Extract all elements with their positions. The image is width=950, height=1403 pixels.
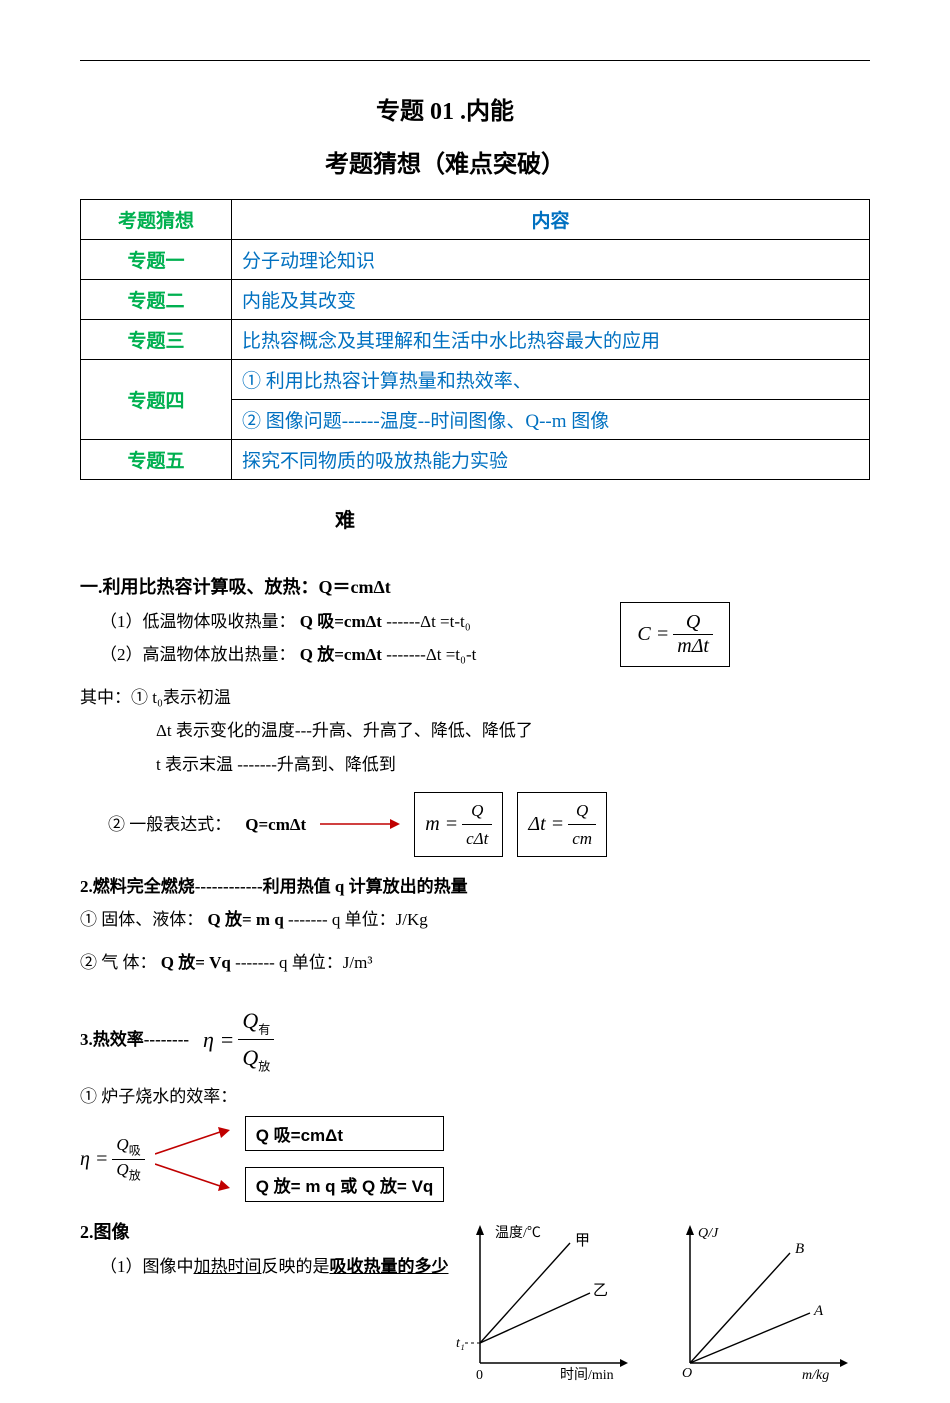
box2-num: Q xyxy=(462,797,492,825)
s2-line2: ② 气 体： Q 放= Vq ------- q 单位：J/m³ xyxy=(80,949,870,976)
svg-text:B: B xyxy=(795,1241,804,1257)
page-title: 专题 01 .内能 xyxy=(20,91,870,126)
row-content: 比热容概念及其理解和生活中水比热容最大的应用 xyxy=(242,331,660,352)
s2-line1: ① 固体、液体： Q 放= m q ------- q 单位：J/Kg xyxy=(80,906,870,933)
box-lhs: C = xyxy=(637,623,669,646)
s2-h-bold: 热值 q xyxy=(297,877,345,896)
s2-u2: ------- q 单位：J/m³ xyxy=(235,953,372,972)
eta-lhs: η = xyxy=(203,1022,234,1057)
svg-text:温度/℃: 温度/℃ xyxy=(495,1225,541,1241)
s3-heading-text: 3.热效率-------- xyxy=(80,1026,189,1053)
s4-l1-u1: 加热时间 xyxy=(194,1257,262,1276)
topic-table: 考题猜想 内容 专题一 分子动理论知识 专题二 内能及其改变 专题三 比热容概念… xyxy=(80,199,870,480)
s1-heading-text: 一.利用比热容计算吸、放热：Q＝cmΔt xyxy=(80,577,391,597)
box3-num: Q xyxy=(568,797,596,825)
box-num: Q xyxy=(673,611,713,635)
box-den: mΔt xyxy=(673,635,713,658)
row-content: 分子动理论知识 xyxy=(242,251,375,272)
s2-h-suffix: 计算放出的热量 xyxy=(344,877,467,896)
arrow-icon xyxy=(320,816,400,832)
s2-l2-label: ② 气 体： xyxy=(80,953,161,972)
s1-heading: 一.利用比热容计算吸、放热：Q＝cmΔt xyxy=(80,573,870,602)
chart-temp-time: 甲 乙 t₁ 0 温度/℃ 时间/min xyxy=(450,1223,630,1383)
s1-general-label: ② 一般表达式： xyxy=(108,811,231,838)
th-right: 内容 xyxy=(531,211,569,232)
s1-note2: Δt 表示变化的温度---升高、升高了、降低、降低了 xyxy=(80,717,870,744)
s1-general-formula: Q=cmΔt xyxy=(245,811,306,838)
svg-text:时间/min: 时间/min xyxy=(560,1367,614,1383)
svg-text:0: 0 xyxy=(476,1368,483,1383)
s4-l1-prefix: （1）图像中 xyxy=(100,1257,194,1276)
s2-u1: ------- q 单位：J/Kg xyxy=(288,910,428,929)
th-left: 考题猜想 xyxy=(118,211,194,232)
s1-general: ② 一般表达式： Q=cmΔt m = Q cΔt Δt = Q cm xyxy=(80,792,870,857)
s1-line1: （1）低温物体吸收热量： Q 吸=cmΔt ------Δt =t-t₀ xyxy=(80,608,870,635)
box3-den: cm xyxy=(568,825,596,852)
s3-eta-diagram: η = Q吸 Q放 Q 吸=cmΔt Q 放= m q 或 Q 放= Vq xyxy=(80,1116,870,1202)
s3-sub1: ① 炉子烧水的效率： xyxy=(80,1083,870,1110)
page-subtitle: 考题猜想（难点突破） xyxy=(20,144,870,179)
s1-l2-suffix: -------Δt =t₀-t xyxy=(386,645,476,664)
svg-text:t₁: t₁ xyxy=(456,1336,465,1351)
s1-line2: （2）高温物体放出热量： Q 放=cmΔt -------Δt =t₀-t xyxy=(80,641,870,668)
s2-f1: Q 放= m q xyxy=(208,910,284,929)
s2-heading: 2.燃料完全燃烧------------利用热值 q 计算放出的热量 xyxy=(80,873,870,900)
box-top: Q 吸=cmΔt xyxy=(245,1116,445,1151)
svg-text:O: O xyxy=(682,1366,692,1381)
main-formula-box: C = Q mΔt xyxy=(620,602,730,667)
row-topic: 专题一 xyxy=(127,251,184,272)
row-topic: 专题五 xyxy=(127,451,184,472)
s4-l1-mid: 反映的是 xyxy=(262,1257,330,1276)
chart-q-m: B A O Q/J m/kg xyxy=(670,1223,850,1383)
box-bot: Q 放= m q 或 Q 放= Vq xyxy=(245,1167,445,1202)
svg-text:m/kg: m/kg xyxy=(802,1368,829,1383)
branch-arrow-icon xyxy=(155,1124,235,1194)
s1-l2-prefix: （2）高温物体放出热量： xyxy=(100,645,300,664)
row-topic: 专题四 xyxy=(127,391,184,412)
s1-note1: 其中：① t₀表示初温 xyxy=(80,684,870,711)
svg-text:乙: 乙 xyxy=(593,1283,608,1299)
s4-l1-u2: 吸收热量的多少 xyxy=(330,1257,449,1276)
row-topic: 专题三 xyxy=(127,331,184,352)
s4-line1: （1）图像中加热时间反映的是吸收热量的多少 xyxy=(80,1253,450,1280)
row-content: ① 利用比热容计算热量和热效率、 xyxy=(242,371,532,392)
eta2-lhs: η = xyxy=(80,1148,108,1171)
s2-l1-label: ① 固体、液体： xyxy=(80,910,203,929)
s1-note3: t 表示末温 -------升高到、降低到 xyxy=(80,751,870,778)
hard-label: 难 xyxy=(0,504,870,533)
svg-text:甲: 甲 xyxy=(575,1233,590,1249)
svg-text:A: A xyxy=(813,1303,824,1319)
s2-h-prefix: 2.燃料完全燃烧------------利用 xyxy=(80,877,297,896)
row-content: 探究不同物质的吸放热能力实验 xyxy=(242,451,508,472)
box3-lhs: Δt = xyxy=(528,808,564,840)
top-rule xyxy=(80,60,870,61)
s1-l2-formula: Q 放=cmΔt xyxy=(300,645,382,664)
s3-heading: 3.热效率-------- η = Q有 Q放 xyxy=(80,1003,870,1077)
box2-den: cΔt xyxy=(462,825,492,852)
svg-text:Q/J: Q/J xyxy=(698,1226,719,1241)
box2-lhs: m = xyxy=(425,808,458,840)
s1-l1-formula: Q 吸=cmΔt xyxy=(300,612,382,631)
row-content: ② 图像问题------温度--时间图像、Q--m 图像 xyxy=(242,411,609,432)
s1-l1-suffix: ------Δt =t-t₀ xyxy=(386,612,471,631)
s1-l1-prefix: （1）低温物体吸收热量： xyxy=(100,612,296,631)
row-topic: 专题二 xyxy=(127,291,184,312)
row-content: 内能及其改变 xyxy=(242,291,356,312)
s2-f2: Q 放= Vq xyxy=(161,953,231,972)
